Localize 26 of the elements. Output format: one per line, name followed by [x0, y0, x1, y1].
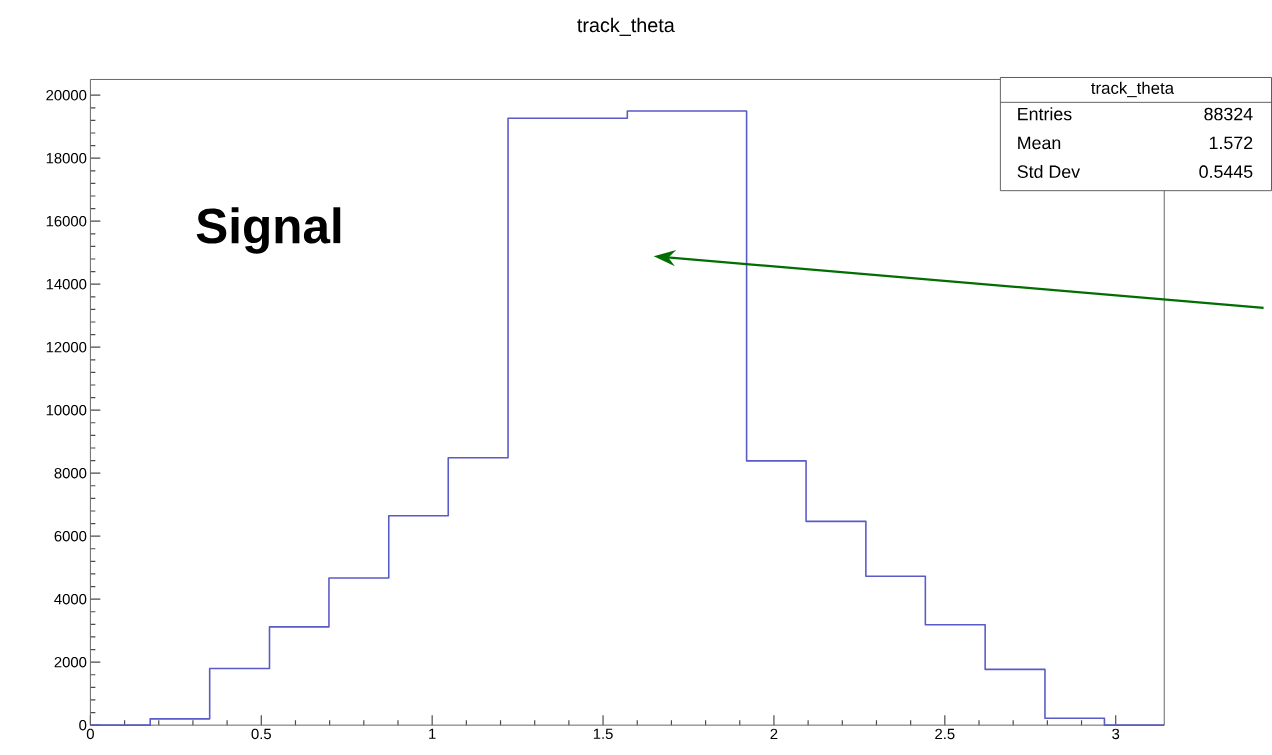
text: 88324	[1204, 107, 1253, 121]
x-tick-label: 0.5	[251, 728, 271, 740]
text: 1.572	[1209, 136, 1253, 150]
y-tick-label: 6000	[54, 530, 87, 542]
annotation: Std Dev	[1017, 164, 1081, 178]
y-tick-label: 2000	[54, 656, 87, 668]
text: 0.5445	[1199, 165, 1253, 178]
chart-title: track_theta	[577, 17, 675, 36]
y-tick-label: 8000	[54, 467, 87, 479]
x-tick-label: 1.5	[593, 728, 613, 740]
annotation: Signal	[196, 207, 341, 254]
x-tick-label: 2	[770, 728, 778, 740]
y-tick-label: 12000	[46, 341, 87, 353]
annotation: Entries	[1018, 107, 1072, 121]
y-tick-label: 0	[79, 719, 87, 731]
x-tick-label: 1	[429, 728, 436, 739]
y-tick-label: 4000	[54, 593, 87, 605]
y-tick-label: 18000	[46, 152, 87, 164]
x-tick-label: 2.5	[935, 728, 955, 740]
annotation: Mean	[1018, 136, 1061, 150]
y-tick-label: 20000	[46, 89, 87, 101]
y-tick-label: 16000	[46, 215, 87, 227]
y-tick-label: 10000	[46, 404, 87, 416]
annotation: track_theta	[1091, 81, 1175, 98]
y-tick-label: 14000	[46, 278, 87, 290]
x-tick-label: 3	[1112, 728, 1120, 740]
